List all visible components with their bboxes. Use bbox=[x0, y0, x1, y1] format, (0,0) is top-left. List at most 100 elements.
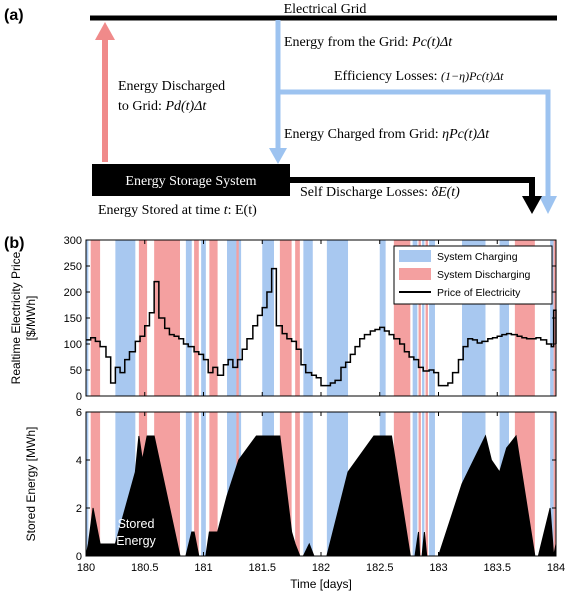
efficiency-losses-formula: (1−η)Pc(t)Δt bbox=[441, 69, 504, 83]
charged-label: Energy Charged from Grid: ηPc(t)Δt bbox=[284, 127, 490, 142]
legend: System Charging System Discharging Price o… bbox=[393, 245, 553, 305]
charging-band bbox=[185, 240, 192, 396]
discharging-band bbox=[279, 240, 292, 396]
discharging-band bbox=[418, 412, 421, 556]
discharging-band bbox=[154, 240, 180, 396]
charging-band bbox=[326, 240, 349, 396]
discharged-formula: Pd(t)Δt bbox=[164, 99, 207, 114]
y-tick-label: 50 bbox=[70, 365, 82, 377]
legend-swatch bbox=[399, 250, 431, 262]
discharged-line2-text: to Grid: bbox=[118, 99, 165, 114]
x-tick-label: 181.5 bbox=[248, 562, 276, 574]
price-ylabel-line2: [$/MWh] bbox=[24, 296, 38, 341]
charging-band bbox=[412, 412, 418, 556]
efficiency-loss-arrowhead bbox=[539, 196, 557, 214]
discharging-band bbox=[194, 240, 199, 396]
charged-formula: ηPc(t)Δt bbox=[442, 127, 490, 142]
charged-text: Energy Charged from Grid: bbox=[284, 127, 442, 142]
stored-energy-chart: 0 2 4 6 Stored Energy [MWh] 180 180.5 181 181.5 1… bbox=[24, 407, 565, 591]
discharging-band bbox=[209, 240, 218, 396]
discharging-band bbox=[209, 412, 218, 556]
y-tick-label: 4 bbox=[76, 455, 82, 467]
charging-band bbox=[201, 412, 206, 556]
discharging-band bbox=[295, 412, 300, 556]
x-tick-label: 184 bbox=[547, 562, 565, 574]
y-tick-label: 150 bbox=[64, 313, 82, 325]
self-discharge-path bbox=[290, 177, 535, 198]
charge-arrowhead bbox=[269, 148, 287, 164]
y-tick-label: 100 bbox=[64, 339, 82, 351]
stored-energy-annotation-line1: Stored bbox=[118, 517, 155, 531]
y-tick-label: 200 bbox=[64, 287, 82, 299]
charging-band bbox=[422, 412, 425, 556]
x-tick-label: 181 bbox=[194, 562, 212, 574]
y-tick-label: 250 bbox=[64, 261, 82, 273]
charging-band bbox=[499, 240, 509, 396]
charging-band bbox=[429, 240, 435, 396]
legend-label: Price of Electricity bbox=[437, 287, 521, 299]
charging-band bbox=[185, 412, 192, 556]
energy-storage-box bbox=[92, 164, 290, 196]
x-tick-label: 183.5 bbox=[483, 562, 511, 574]
charging-band bbox=[303, 412, 313, 556]
legend-swatch bbox=[399, 268, 431, 280]
energy-ylabel: Stored Energy [MWh] bbox=[24, 427, 38, 542]
discharging-band bbox=[295, 240, 300, 396]
energy-from-grid-text: Energy from the Grid: bbox=[284, 35, 412, 50]
stored-at-t: t bbox=[224, 203, 229, 218]
y-tick-label: 300 bbox=[64, 235, 82, 247]
discharging-band bbox=[418, 240, 421, 396]
price-chart: 0 50 100 150 200 250 300 Realtime Electricity P… bbox=[9, 235, 557, 403]
efficiency-loss-path bbox=[278, 89, 551, 198]
charging-band bbox=[115, 240, 136, 396]
discharge-arrowhead bbox=[95, 22, 115, 40]
charging-band bbox=[379, 240, 386, 396]
self-discharge-text: Self Discharge Losses: bbox=[300, 185, 432, 200]
x-tick-label: 183 bbox=[429, 562, 447, 574]
charging-band bbox=[86, 412, 89, 556]
charging-band bbox=[550, 412, 554, 556]
charging-band bbox=[422, 240, 425, 396]
panel-b-label: (b) bbox=[4, 235, 24, 252]
efficiency-losses-text: Efficiency Losses: bbox=[334, 69, 441, 84]
discharged-line2: to Grid: Pd(t)Δt bbox=[118, 99, 207, 114]
discharging-band bbox=[425, 240, 428, 396]
energy-from-grid-label: Energy from the Grid: Pc(t)Δt bbox=[284, 35, 453, 50]
charging-band bbox=[412, 240, 418, 396]
y-tick-label: 2 bbox=[76, 503, 82, 515]
price-ylabel-line1: Realtime Electricity Price bbox=[9, 251, 23, 384]
stored-energy-area bbox=[85, 434, 557, 557]
discharging-band bbox=[425, 412, 428, 556]
stored-at-formula: : E(t) bbox=[228, 203, 257, 218]
y-tick-label: 6 bbox=[76, 407, 82, 419]
discharging-band bbox=[194, 412, 199, 556]
discharging-band bbox=[236, 240, 239, 396]
efficiency-losses-label: Efficiency Losses: (1−η)Pc(t)Δt bbox=[334, 69, 504, 84]
energy-from-grid-formula: Pc(t)Δt bbox=[411, 35, 453, 50]
discharging-band bbox=[90, 412, 101, 556]
legend-label: System Charging bbox=[437, 251, 518, 263]
charging-band bbox=[303, 240, 313, 396]
charging-band bbox=[550, 240, 554, 396]
x-tick-label: 182 bbox=[312, 562, 330, 574]
x-tick-label: 182.5 bbox=[366, 562, 394, 574]
panel-a-label: (a) bbox=[4, 7, 24, 24]
grid-label: Electrical Grid bbox=[284, 2, 367, 17]
self-discharge-label: Self Discharge Losses: δE(t) bbox=[300, 185, 460, 200]
discharging-band bbox=[138, 240, 148, 396]
charging-band bbox=[429, 412, 435, 556]
stored-at-text: Energy Stored at time bbox=[98, 203, 224, 218]
x-tick-label: 180.5 bbox=[131, 562, 159, 574]
self-discharge-arrowhead bbox=[522, 196, 542, 214]
y-tick-label: 0 bbox=[76, 551, 82, 563]
discharging-band bbox=[553, 412, 556, 556]
x-tick-label: 180 bbox=[77, 562, 95, 574]
price-line bbox=[86, 267, 557, 387]
charging-band bbox=[201, 240, 206, 396]
discharged-line1: Energy Discharged bbox=[118, 79, 225, 94]
stored-energy-annotation-line2: Energy bbox=[116, 534, 156, 548]
storage-box-label: Energy Storage System bbox=[125, 174, 256, 189]
y-tick-label: 0 bbox=[76, 391, 82, 403]
charging-band bbox=[227, 240, 242, 396]
